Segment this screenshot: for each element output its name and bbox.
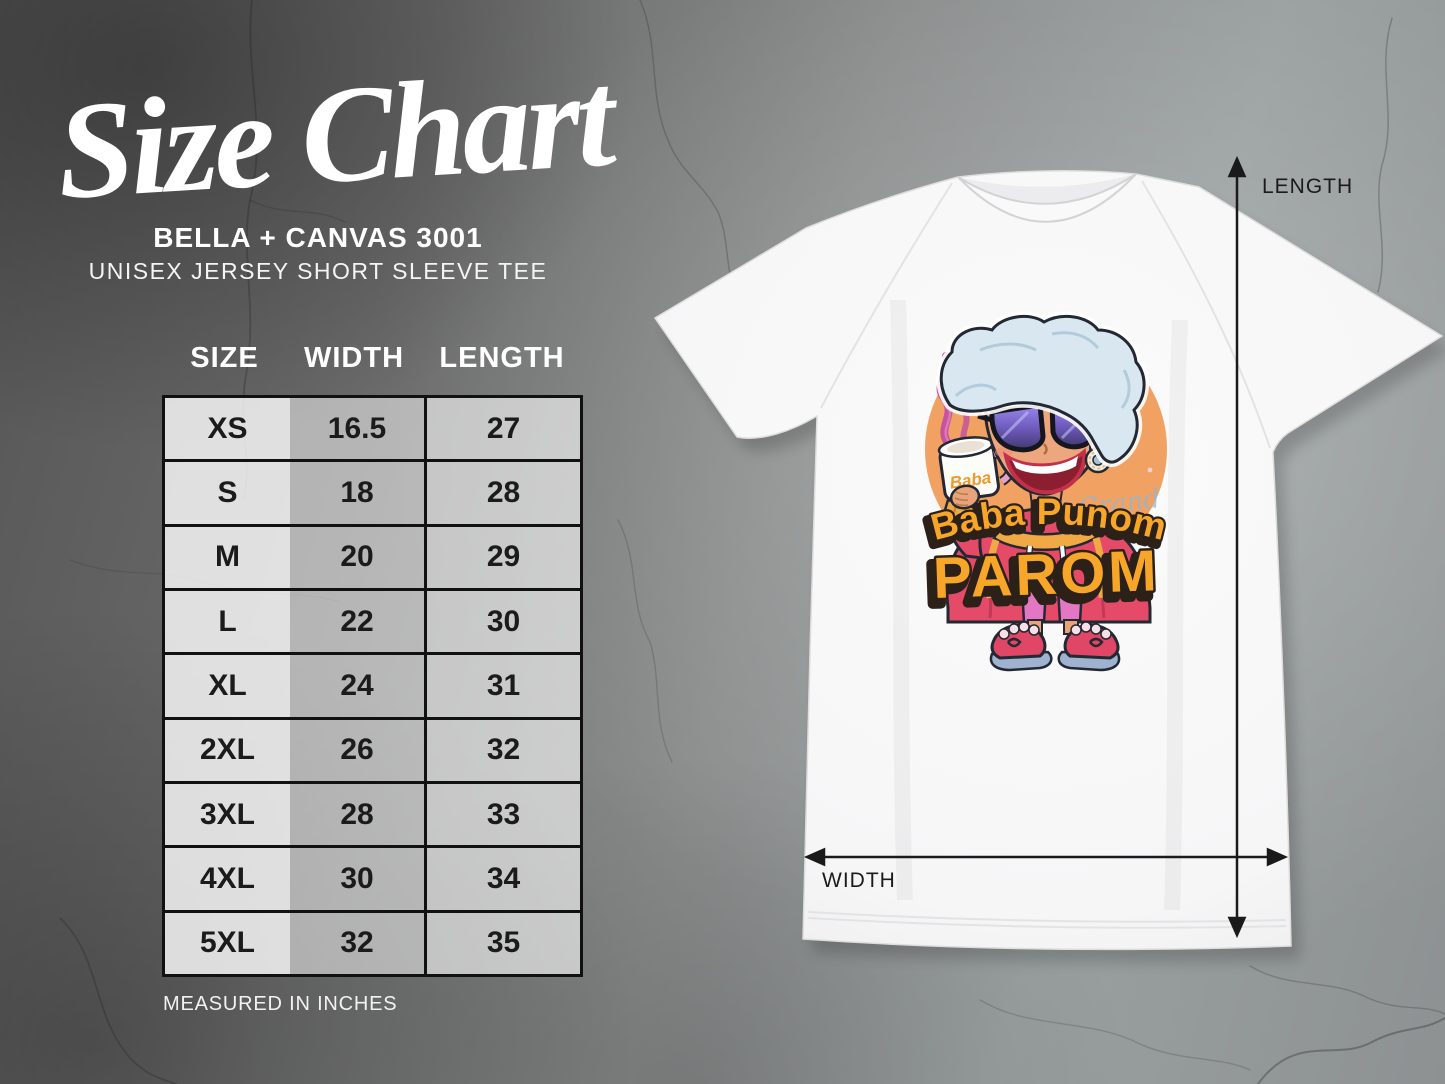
knit-cuff xyxy=(940,498,992,536)
length-cell: 29 xyxy=(424,526,580,588)
table-footnote: MEASURED IN INCHES xyxy=(163,993,398,1015)
length-arrowhead-down xyxy=(1227,916,1247,939)
heading-script: Size Chart xyxy=(52,41,622,228)
slipper-left xyxy=(989,621,1053,672)
smile xyxy=(1003,447,1087,495)
length-label: LENGTH xyxy=(1262,175,1353,198)
pants xyxy=(1020,586,1084,624)
length-cell: 34 xyxy=(424,848,580,910)
size-cell: M xyxy=(165,526,290,588)
drawstrings xyxy=(1025,545,1067,591)
size-cell: 2XL xyxy=(165,719,290,781)
width-label: WIDTH xyxy=(822,869,896,892)
size-table: XS 16.5 27 S 18 28 M 20 29 L 22 30 XL 24 31 2XL 26 32 3XL 2… xyxy=(162,395,583,977)
size-row-l: L 22 30 xyxy=(165,590,580,656)
nose xyxy=(1043,443,1048,455)
shirt-graphic: Grand xyxy=(918,311,1173,672)
size-cell: XL xyxy=(165,655,290,717)
size-cell: 4XL xyxy=(165,848,290,910)
size-row-m: M 20 29 xyxy=(165,526,580,591)
width-cell: 18 xyxy=(290,462,424,524)
width-cell: 16.5 xyxy=(290,398,424,460)
hair xyxy=(936,311,1149,468)
size-cell: L xyxy=(165,590,290,653)
design-line2: PAROM xyxy=(932,538,1161,611)
width-cell: 28 xyxy=(290,783,424,846)
size-cell: 3XL xyxy=(165,783,290,846)
length-arrowhead-up xyxy=(1227,155,1247,178)
size-row-xl: XL 24 31 xyxy=(165,655,580,720)
length-cell: 35 xyxy=(424,912,580,974)
width-cell: 22 xyxy=(290,590,424,653)
hood-trim xyxy=(992,520,1100,551)
size-cell: 5XL xyxy=(165,912,290,974)
column-header-length: LENGTH xyxy=(439,342,565,374)
size-cell: XS xyxy=(165,398,290,460)
blush-left xyxy=(995,447,1013,457)
brand-line: BELLA + CANVAS 3001 xyxy=(153,222,483,253)
collar-band xyxy=(957,173,1137,223)
width-cell: 24 xyxy=(290,655,424,717)
length-cell: 32 xyxy=(424,719,580,781)
product-line: UNISEX JERSEY SHORT SLEEVE TEE xyxy=(88,258,548,284)
hood-edges xyxy=(985,536,1107,599)
column-header-size: SIZE xyxy=(190,342,259,374)
length-cell: 27 xyxy=(424,398,580,460)
length-cell: 31 xyxy=(424,655,580,717)
size-table-header: SIZE WIDTH LENGTH xyxy=(162,342,583,375)
length-cell: 33 xyxy=(424,783,580,846)
width-cell: 26 xyxy=(290,719,424,781)
cuff-ribs xyxy=(951,504,977,529)
size-cell: S xyxy=(165,462,290,524)
length-cell: 30 xyxy=(424,590,580,653)
fabric-folds xyxy=(890,299,1188,911)
size-row-xs: XS 16.5 27 xyxy=(165,398,580,463)
length-cell: 28 xyxy=(424,462,580,524)
design-line2-shadow: PAROM xyxy=(927,544,1156,617)
width-cell: 30 xyxy=(290,848,424,910)
size-row-3xl: 3XL 28 33 xyxy=(165,783,580,849)
size-row-s: S 18 28 xyxy=(165,462,580,527)
size-row-4xl: 4XL 30 34 xyxy=(165,848,580,913)
size-row-2xl: 2XL 26 32 xyxy=(165,719,580,784)
shirt-seams xyxy=(807,180,1287,929)
collar-inside xyxy=(958,174,1136,204)
width-cell: 32 xyxy=(290,912,424,974)
dimension-arrows xyxy=(803,155,1289,939)
width-cell: 20 xyxy=(290,526,424,588)
width-arrowhead-right xyxy=(1266,847,1289,867)
slipper-right xyxy=(1057,621,1121,672)
fingers xyxy=(954,491,969,507)
column-header-width: WIDTH xyxy=(303,342,405,374)
size-row-5xl: 5XL 32 35 xyxy=(165,912,580,974)
hand xyxy=(949,484,981,510)
width-arrowhead-left xyxy=(803,847,826,867)
